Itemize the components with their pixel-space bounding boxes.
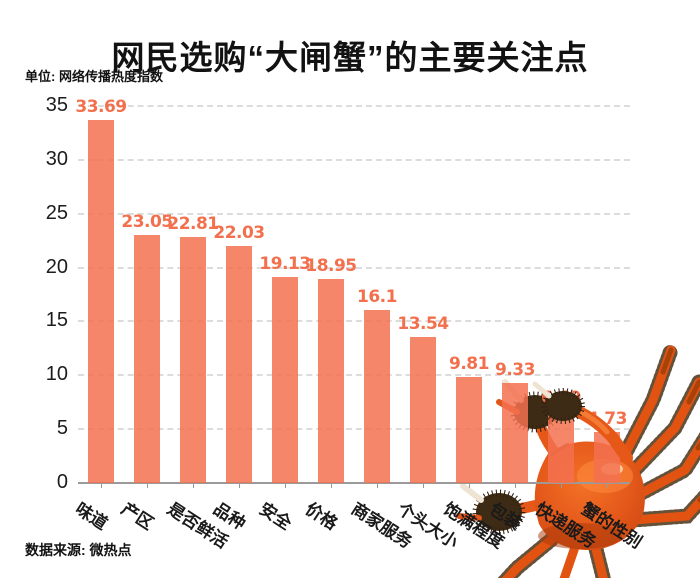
- crab-image: [456, 342, 700, 578]
- gridline: [78, 320, 630, 323]
- bar: [364, 309, 390, 483]
- y-tick-label: 25: [45, 201, 68, 224]
- x-axis-tick: [100, 483, 102, 488]
- x-axis-tick: [606, 483, 608, 488]
- bar-value-label: 4.73: [587, 409, 627, 430]
- bar: [318, 278, 344, 483]
- y-tick-label: 10: [45, 363, 68, 386]
- bar-value-label: 19.13: [259, 253, 311, 274]
- x-axis-tick: [468, 483, 470, 488]
- y-tick-label: 20: [45, 255, 68, 278]
- x-axis-tick: [422, 483, 424, 488]
- bar: [180, 237, 206, 483]
- bar: [456, 377, 482, 483]
- bar-value-label: 16.1: [357, 286, 397, 307]
- x-axis-label: 安全: [255, 499, 295, 534]
- unit-label: 单位: 网络传播热度指数: [25, 69, 163, 84]
- bar-value-label: 33.69: [75, 97, 127, 118]
- bar-value-label: 23.05: [121, 211, 173, 232]
- x-axis-label: 味道: [71, 499, 111, 534]
- bar: [502, 382, 528, 483]
- bar: [134, 234, 160, 483]
- y-tick-label: 5: [56, 417, 68, 440]
- x-axis-tick: [330, 483, 332, 488]
- y-tick-label: 30: [45, 147, 68, 170]
- bar-value-label: 22.03: [213, 222, 265, 243]
- bar-value-label: 6.69: [541, 387, 581, 408]
- y-tick-label: 0: [56, 471, 68, 493]
- bar-value-label: 9.33: [495, 359, 535, 380]
- bar: [88, 120, 114, 483]
- x-axis-label: 价格: [301, 499, 341, 534]
- x-axis-label: 产区: [117, 499, 157, 534]
- y-tick-label: 35: [45, 94, 68, 116]
- x-axis-tick: [560, 483, 562, 488]
- gridline: [78, 374, 630, 377]
- x-axis-line: [78, 482, 630, 484]
- gridline: [78, 266, 630, 269]
- x-axis-tick: [238, 483, 240, 488]
- bar: [272, 276, 298, 483]
- source-label: 数据来源: 微热点: [25, 542, 132, 558]
- chart-title: 网民选购“大闸蟹”的主要关注点: [111, 39, 589, 77]
- bar: [410, 337, 436, 483]
- x-axis-tick: [514, 483, 516, 488]
- gridline: [78, 212, 630, 215]
- x-axis-tick: [192, 483, 194, 488]
- bar: [594, 432, 620, 483]
- gridline: [78, 105, 630, 107]
- bar: [226, 245, 252, 483]
- bar-value-label: 9.81: [449, 354, 489, 375]
- bar-chart: 0 5 10 15 20 25 30 35 33.69 味道 23.05 产区 22.81 是否鲜活 22.…: [46, 94, 646, 552]
- bar-value-label: 13.54: [397, 314, 449, 335]
- gridline: [78, 428, 630, 431]
- gridline: [78, 158, 630, 161]
- x-axis-tick: [146, 483, 148, 488]
- bar-value-label: 22.81: [167, 214, 219, 235]
- y-tick-label: 15: [45, 309, 68, 332]
- bar-value-label: 18.95: [305, 255, 357, 276]
- x-axis-tick: [284, 483, 286, 488]
- x-axis-tick: [376, 483, 378, 488]
